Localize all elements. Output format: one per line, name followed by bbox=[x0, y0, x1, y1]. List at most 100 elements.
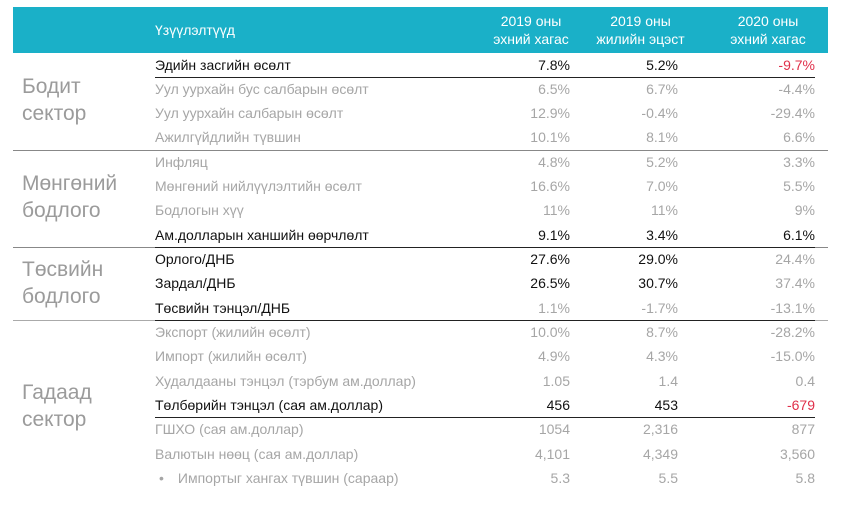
row-label: Төсвийн тэнцэл/ДНБ bbox=[155, 300, 291, 316]
table-row: Зардал/ДНБ 26.5% 30.7% 37.4% bbox=[155, 271, 815, 295]
row-label: Мөнгөний нийлүүлэлтийн өсөлт bbox=[155, 178, 362, 194]
value-2020-h1: -15.0% bbox=[770, 348, 815, 364]
value-2019-h1: 1.05 bbox=[542, 373, 570, 389]
value-2019-h1: 5.3 bbox=[550, 470, 570, 486]
value-2019-h1: 16.6% bbox=[530, 178, 570, 194]
row-label: Төлбөрийн тэнцэл (сая ам.доллар) bbox=[155, 397, 383, 413]
value-2020-h1: -9.7% bbox=[778, 57, 815, 73]
col-2019-h1-line2: эхний хагас bbox=[493, 31, 569, 47]
value-2019-year: 2,316 bbox=[642, 421, 678, 437]
row-label: Уул уурхайн салбарын өсөлт bbox=[155, 105, 344, 121]
value-2019-year: 3.4% bbox=[646, 227, 678, 243]
table-row: ГШХО (сая ам.доллар) 1054 2,316 877 bbox=[155, 417, 815, 441]
table-row: Уул уурхайн бус салбарын өсөлт 6.5% 6.7%… bbox=[155, 77, 815, 101]
section-label-fiscal: Төсвийн бодлого bbox=[22, 256, 103, 310]
value-2019-year: 453 bbox=[654, 397, 678, 413]
value-2020-h1: 3,560 bbox=[779, 446, 815, 462]
section-fiscal-line1: Төсвийн bbox=[22, 258, 104, 281]
row-label: Валютын нөөц (сая ам.доллар) bbox=[155, 446, 359, 462]
row-label-text: Импортыг хангах түвшин (сараар) bbox=[177, 470, 399, 486]
value-2020-h1: -28.2% bbox=[770, 324, 815, 340]
value-2019-h1: 1.1% bbox=[538, 300, 570, 316]
value-2019-year: 4,349 bbox=[642, 446, 678, 462]
value-2019-year: 5.2% bbox=[646, 57, 678, 73]
highlight-line bbox=[155, 320, 815, 321]
table-row: Мөнгөний нийлүүлэлтийн өсөлт 16.6% 7.0% … bbox=[155, 174, 815, 198]
table-row: Импорт (жилийн өсөлт) 4.9% 4.3% -15.0% bbox=[155, 344, 815, 368]
col-2020-h1-line2: эхний хагас bbox=[730, 31, 806, 47]
row-label: Инфляц bbox=[155, 154, 208, 170]
value-2020-h1: 5.5% bbox=[783, 178, 815, 194]
bullet-icon: • bbox=[159, 470, 164, 486]
value-2019-h1: 11% bbox=[543, 202, 570, 218]
section-divider bbox=[13, 150, 828, 151]
value-2019-year: 1.4 bbox=[658, 373, 678, 389]
value-2019-h1: 12.9% bbox=[530, 105, 570, 121]
value-2019-h1: 26.5% bbox=[530, 275, 570, 291]
value-2020-h1: 37.4% bbox=[775, 275, 815, 291]
value-2019-year: 30.7% bbox=[638, 275, 678, 291]
highlight-line bbox=[155, 247, 815, 248]
value-2020-h1: 6.6% bbox=[783, 129, 815, 145]
value-2019-h1: 1054 bbox=[538, 421, 570, 437]
value-2020-h1: -679 bbox=[786, 397, 815, 413]
section-label-monetary: Мөнгөний бодлого bbox=[22, 170, 117, 224]
value-2019-year: 7.0% bbox=[646, 178, 678, 194]
section-external-line1: Гадаад bbox=[22, 381, 92, 404]
value-2019-h1: 10.1% bbox=[530, 129, 570, 145]
value-2019-year: 29.0% bbox=[638, 251, 678, 267]
value-2020-h1: -4.4% bbox=[778, 81, 815, 97]
col-2019-year-line1: 2019 оны bbox=[610, 13, 671, 29]
row-label: Уул уурхайн бус салбарын өсөлт bbox=[155, 81, 369, 97]
row-label: • Импортыг хангах түвшин (сараар) bbox=[155, 466, 399, 490]
value-2019-h1: 7.8% bbox=[538, 57, 570, 73]
value-2019-year: 4.3% bbox=[646, 348, 678, 364]
value-2019-h1: 6.5% bbox=[538, 81, 570, 97]
section-real-line2: сектор bbox=[22, 102, 87, 125]
value-2020-h1: 3.3% bbox=[783, 154, 815, 170]
row-label: Импорт (жилийн өсөлт) bbox=[155, 348, 307, 364]
value-2020-h1: 877 bbox=[791, 421, 815, 437]
row-label: Эдийн засгийн өсөлт bbox=[155, 57, 291, 73]
value-2020-h1: 5.8 bbox=[795, 470, 815, 486]
table-row: Орлого/ДНБ 27.6% 29.0% 24.4% bbox=[155, 247, 815, 271]
value-2019-year: 8.1% bbox=[646, 129, 678, 145]
value-2020-h1: 6.1% bbox=[783, 227, 815, 243]
value-2019-h1: 4.9% bbox=[538, 348, 570, 364]
col-2019-h1-header: 2019 оны эхний хагас bbox=[481, 12, 581, 48]
value-2020-h1: -29.4% bbox=[770, 105, 815, 121]
value-2020-h1: 0.4 bbox=[795, 373, 815, 389]
value-2020-h1: 24.4% bbox=[775, 251, 815, 267]
value-2020-h1: 9% bbox=[794, 202, 815, 218]
row-label: Худалдааны тэнцэл (тэрбум ам.доллар) bbox=[155, 373, 416, 389]
value-2019-year: 11% bbox=[651, 202, 678, 218]
table-row: Төсвийн тэнцэл/ДНБ 1.1% -1.7% -13.1% bbox=[155, 296, 815, 320]
col-2019-year-line2: жилийн эцэст bbox=[596, 31, 685, 47]
col-2019-h1-line1: 2019 оны bbox=[500, 13, 562, 29]
value-2019-h1: 9.1% bbox=[538, 227, 570, 243]
table-row: Төлбөрийн тэнцэл (сая ам.доллар) 456 453… bbox=[155, 393, 815, 417]
value-2019-year: 6.7% bbox=[646, 81, 678, 97]
value-2019-h1: 456 bbox=[546, 397, 570, 413]
section-external-line2: сектор bbox=[22, 408, 87, 431]
table-row: Ам.долларын ханшийн өөрчлөлт 9.1% 3.4% 6… bbox=[155, 223, 815, 247]
highlight-line bbox=[155, 77, 815, 78]
section-monetary-line1: Мөнгөний bbox=[22, 172, 118, 195]
value-2019-year: 8.7% bbox=[646, 324, 678, 340]
row-label: Ам.долларын ханшийн өөрчлөлт bbox=[155, 227, 369, 243]
value-2019-year: -0.4% bbox=[641, 105, 678, 121]
table-header: Үзүүлэлтүүд 2019 оны эхний хагас 2019 он… bbox=[13, 7, 828, 53]
row-label: Бодлогын хүү bbox=[155, 202, 244, 218]
value-2019-h1: 10.0% bbox=[530, 324, 570, 340]
value-2019-year: 5.5 bbox=[658, 470, 678, 486]
indicators-header: Үзүүлэлтүүд bbox=[155, 22, 235, 38]
row-label: ГШХО (сая ам.доллар) bbox=[155, 421, 304, 437]
col-2020-h1-header: 2020 оны эхний хагас bbox=[713, 12, 823, 48]
row-label: Зардал/ДНБ bbox=[155, 275, 236, 291]
highlight-line bbox=[155, 417, 815, 418]
value-2019-h1: 4,101 bbox=[534, 446, 570, 462]
table-row: Бодлогын хүү 11% 11% 9% bbox=[155, 198, 815, 222]
section-monetary-line2: бодлого bbox=[22, 199, 101, 222]
section-fiscal-line2: бодлого bbox=[22, 285, 101, 308]
col-2020-h1-line1: 2020 оны bbox=[737, 13, 799, 29]
